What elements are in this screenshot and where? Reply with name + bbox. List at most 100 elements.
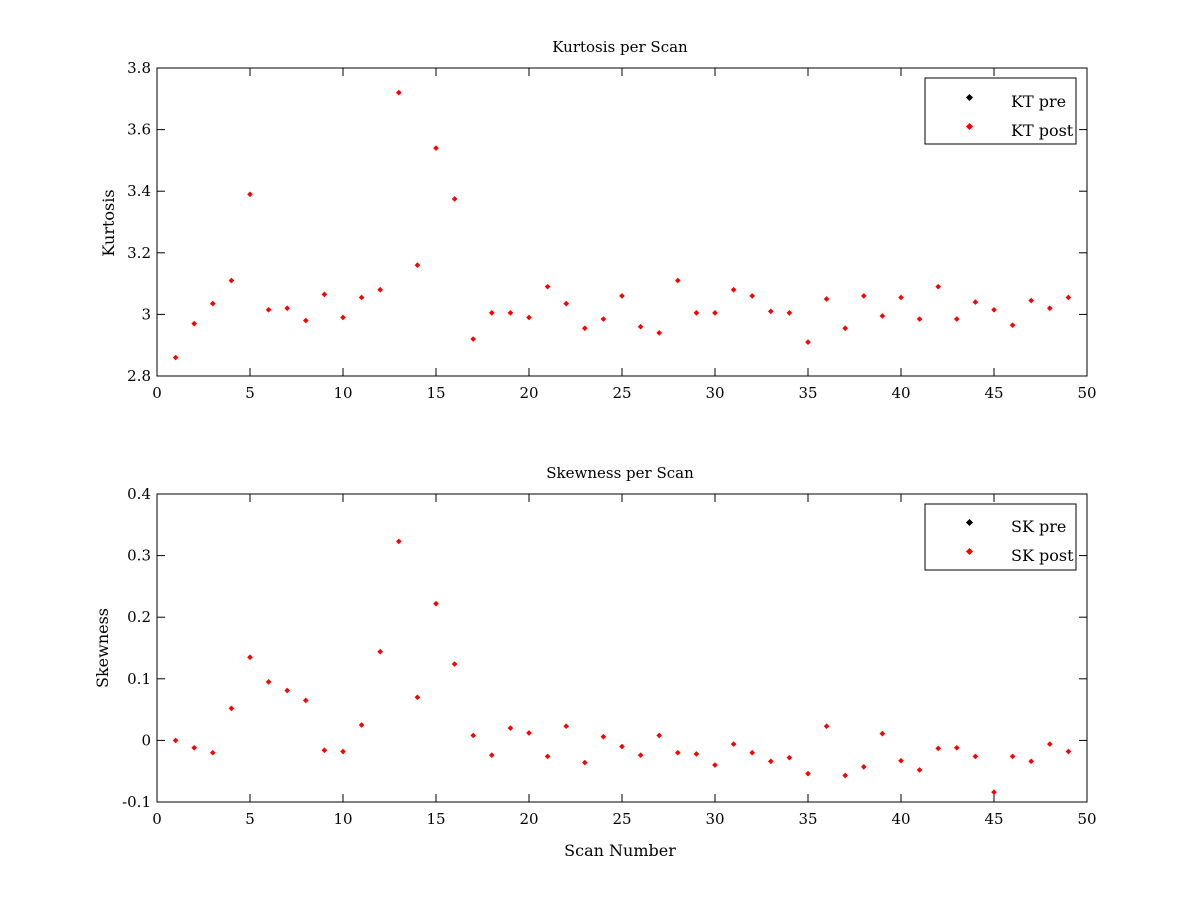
kurtosis-point-series1 — [637, 323, 644, 330]
skewness-ytick-label: 0.1 — [127, 670, 151, 688]
skewness-point-series1 — [340, 748, 346, 755]
kurtosis-ytick-label: 2.8 — [127, 367, 151, 385]
skewness-point-series1 — [991, 789, 997, 795]
skewness-point-series1 — [674, 749, 681, 756]
kurtosis-panel: Kurtosis per Scan Kurtosis 0 5 10 15 20 25 30 3… — [99, 38, 1097, 402]
skewness-point-series1 — [879, 730, 886, 737]
skewness-ylabel: Skewness — [93, 608, 112, 688]
kurtosis-xtick-label: 20 — [519, 384, 538, 402]
legend-label-kt-post: KT post — [1011, 121, 1074, 140]
skewness-title: Skewness per Scan — [546, 464, 694, 482]
skewness-point-series1 — [377, 648, 384, 655]
kurtosis-point-series1 — [1009, 322, 1016, 329]
legend-marker-sk-post — [965, 547, 974, 556]
skewness-point-series1 — [823, 723, 830, 730]
kurtosis-point-series1 — [321, 291, 328, 298]
kurtosis-point-series1 — [414, 262, 421, 268]
kurtosis-ytick-label: 3.2 — [127, 244, 151, 262]
kurtosis-point-series1 — [991, 306, 997, 313]
skewness-xtick-label: 5 — [245, 810, 255, 828]
kurtosis-point-series1 — [172, 354, 179, 361]
kurtosis-xtick-label: 10 — [333, 384, 352, 402]
skewness-xtick-label: 30 — [705, 810, 724, 828]
skewness-ytick-label: 0.3 — [127, 547, 151, 565]
kurtosis-point-series1 — [1065, 294, 1072, 301]
kurtosis-point-series1 — [563, 300, 570, 307]
skewness-xlabel: Scan Number — [564, 841, 676, 860]
kurtosis-point-series1 — [953, 316, 960, 322]
kurtosis-point-series1 — [340, 314, 346, 321]
kurtosis-point-series1 — [674, 277, 681, 284]
skewness-point-series1 — [191, 744, 198, 751]
legend-label-kt-pre: KT pre — [1011, 92, 1066, 111]
kurtosis-point-series1 — [619, 293, 625, 299]
legend-marker-sk-pre — [965, 518, 974, 527]
skewness-point-series1 — [1046, 741, 1053, 747]
skewness-xtick-label: 25 — [612, 810, 631, 828]
skewness-point-series1 — [953, 744, 960, 751]
kurtosis-title: Kurtosis per Scan — [552, 38, 688, 56]
kurtosis-xtick-label: 30 — [705, 384, 724, 402]
skewness-point-series1 — [1028, 758, 1035, 765]
kurtosis-point-series1 — [1028, 297, 1035, 304]
kurtosis-point-series1 — [191, 320, 198, 327]
kurtosis-ytick-label: 3.6 — [127, 121, 151, 139]
skewness-point-series1 — [898, 757, 904, 764]
kurtosis-point-series1 — [842, 325, 849, 332]
skewness-point-series1 — [581, 759, 588, 766]
kurtosis-point-series1 — [302, 317, 309, 324]
skewness-point-series1 — [600, 733, 607, 740]
kurtosis-point-series1 — [526, 314, 532, 321]
kurtosis-point-series1 — [786, 310, 793, 316]
kurtosis-point-series1 — [284, 305, 291, 312]
skewness-point-series1 — [842, 772, 849, 779]
skewness-xtick-label: 35 — [798, 810, 817, 828]
skewness-point-series1 — [712, 762, 718, 768]
kurtosis-ytick-label: 3 — [141, 305, 151, 323]
skewness-xtick-label: 10 — [333, 810, 352, 828]
skewness-panel: Skewness per Scan Skewness Scan Number 0… — [93, 464, 1097, 860]
kurtosis-ytick-label: 3.4 — [127, 182, 151, 200]
kurtosis-xtick-label: 40 — [891, 384, 910, 402]
skewness-point-series1 — [321, 747, 328, 754]
skewness-series — [172, 538, 1072, 795]
skewness-point-series1 — [805, 770, 811, 777]
skewness-point-series1 — [395, 538, 402, 545]
kurtosis-point-series1 — [972, 299, 979, 305]
skewness-xtick-label: 50 — [1077, 810, 1096, 828]
skewness-xtick-label: 0 — [152, 810, 162, 828]
skewness-point-series1 — [1009, 753, 1016, 760]
skewness-point-series1 — [544, 753, 551, 760]
legend-marker-kt-post — [965, 122, 974, 131]
kurtosis-point-series1 — [451, 196, 458, 202]
kurtosis-point-series1 — [935, 283, 942, 290]
kurtosis-xtick-label: 45 — [984, 384, 1003, 402]
skewness-point-series1 — [693, 751, 700, 757]
kurtosis-point-series1 — [265, 306, 272, 313]
skewness-point-series1 — [172, 737, 179, 744]
skewness-point-series1 — [358, 722, 365, 728]
skewness-point-series1 — [656, 732, 663, 739]
skewness-ytick-label: 0.4 — [127, 485, 151, 503]
skewness-point-series1 — [767, 758, 774, 765]
kurtosis-point-series1 — [898, 294, 904, 301]
skewness-point-series1 — [637, 752, 644, 759]
skewness-point-series1 — [488, 752, 495, 759]
kurtosis-point-series1 — [377, 286, 384, 293]
skewness-point-series1 — [451, 661, 458, 667]
kurtosis-point-series1 — [488, 310, 495, 316]
kurtosis-point-series1 — [879, 313, 886, 319]
kurtosis-point-series1 — [1046, 305, 1053, 312]
skewness-legend: SK pre SK post — [924, 503, 1077, 571]
skewness-xtick-label: 15 — [426, 810, 445, 828]
kurtosis-xtick-label: 5 — [245, 384, 255, 402]
kurtosis-ytick-label: 3.8 — [127, 59, 151, 77]
skewness-xtick-label: 40 — [891, 810, 910, 828]
skewness-point-series1 — [433, 600, 439, 607]
skewness-xtick-label: 20 — [519, 810, 538, 828]
skewness-xtick-label: 45 — [984, 810, 1003, 828]
kurtosis-point-series1 — [712, 310, 718, 316]
skewness-point-series1 — [916, 767, 923, 773]
